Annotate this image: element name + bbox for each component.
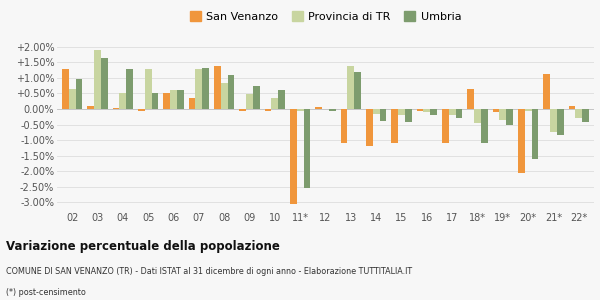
Bar [304, 109, 310, 188]
Bar [329, 109, 336, 110]
Bar [119, 93, 126, 109]
Bar [265, 109, 271, 110]
Bar [442, 109, 449, 142]
Bar [239, 109, 246, 110]
Bar [145, 69, 152, 109]
Bar [550, 109, 557, 132]
Text: COMUNE DI SAN VENANZO (TR) - Dati ISTAT al 31 dicembre di ogni anno - Elaborazio: COMUNE DI SAN VENANZO (TR) - Dati ISTAT … [6, 267, 412, 276]
Bar [430, 109, 437, 115]
Bar [405, 109, 412, 122]
Bar [221, 83, 227, 109]
Bar [196, 69, 202, 109]
Bar [499, 109, 506, 120]
Bar [366, 109, 373, 146]
Bar [373, 109, 380, 114]
Bar [101, 58, 108, 109]
Bar [138, 109, 145, 111]
Bar [188, 98, 196, 109]
Bar [297, 109, 304, 111]
Text: Variazione percentuale della popolazione: Variazione percentuale della popolazione [6, 240, 280, 253]
Bar [493, 109, 499, 112]
Bar [380, 109, 386, 121]
Bar [170, 90, 177, 109]
Bar [271, 98, 278, 109]
Bar [525, 109, 532, 110]
Bar [290, 109, 297, 204]
Bar [87, 106, 94, 109]
Text: (*) post-censimento: (*) post-censimento [6, 288, 86, 297]
Bar [398, 109, 405, 115]
Bar [246, 94, 253, 109]
Bar [315, 107, 322, 109]
Bar [278, 90, 285, 109]
Bar [341, 109, 347, 142]
Bar [177, 90, 184, 109]
Bar [253, 85, 260, 109]
Bar [455, 109, 463, 118]
Legend: San Venanzo, Provincia di TR, Umbria: San Venanzo, Provincia di TR, Umbria [185, 7, 466, 27]
Bar [69, 89, 76, 109]
Bar [391, 109, 398, 142]
Bar [126, 68, 133, 109]
Bar [214, 66, 221, 109]
Bar [569, 106, 575, 109]
Bar [163, 93, 170, 109]
Bar [575, 109, 582, 118]
Bar [582, 109, 589, 122]
Bar [347, 66, 354, 109]
Bar [543, 74, 550, 109]
Bar [113, 108, 119, 109]
Bar [481, 109, 488, 143]
Bar [62, 69, 69, 109]
Bar [354, 72, 361, 109]
Bar [152, 93, 158, 109]
Bar [76, 79, 82, 109]
Bar [518, 109, 525, 173]
Bar [202, 68, 209, 109]
Bar [449, 109, 455, 115]
Bar [474, 109, 481, 123]
Bar [557, 109, 564, 135]
Bar [506, 109, 513, 124]
Bar [532, 109, 538, 159]
Bar [416, 109, 424, 110]
Bar [94, 50, 101, 109]
Bar [467, 89, 474, 109]
Bar [424, 109, 430, 112]
Bar [227, 75, 235, 109]
